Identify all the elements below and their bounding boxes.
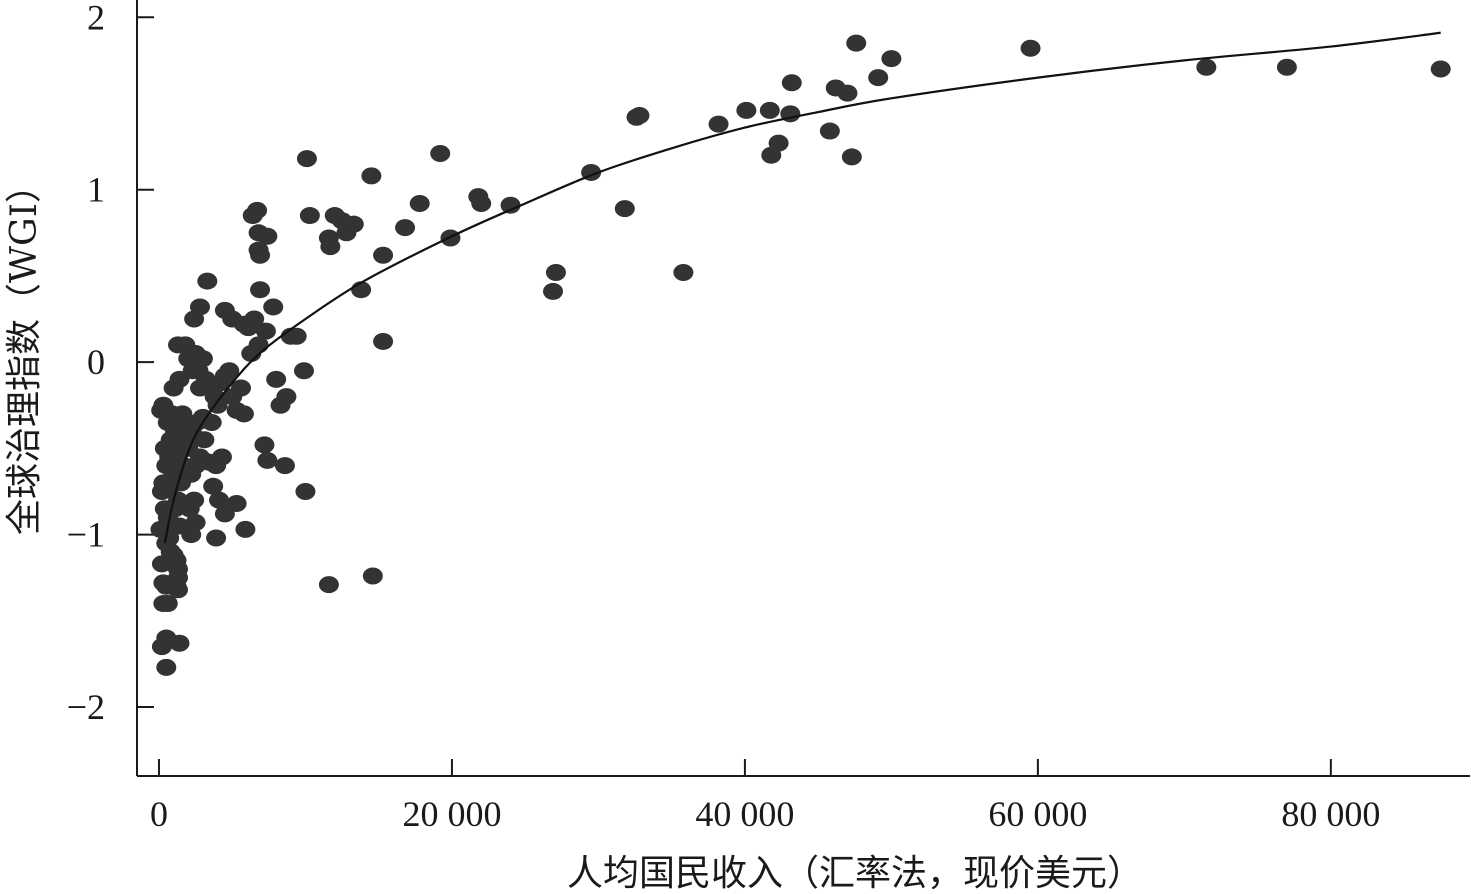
scatter-point [276, 388, 297, 406]
scatter-point [181, 526, 202, 544]
scatter-point [226, 495, 247, 513]
y-tick-label: 0 [87, 342, 105, 382]
scatter-point [151, 638, 172, 656]
scatter-point [846, 34, 867, 52]
scatter-point [708, 115, 729, 133]
scatter-point [296, 150, 317, 168]
scatter-point [286, 327, 307, 345]
scatter-point [247, 201, 268, 219]
scatter-point [248, 336, 269, 354]
fitted-trend-curve [163, 31, 1441, 544]
x-tick-label: 0 [150, 794, 168, 834]
scatter-point [209, 491, 230, 509]
scatter-point [250, 246, 271, 264]
scatter-point [166, 445, 187, 463]
scatter-point [343, 215, 364, 233]
scatter-point [759, 101, 780, 119]
scatter-point [629, 107, 650, 125]
scatter-point [189, 298, 210, 316]
scatter-point [295, 482, 316, 500]
scatter-point [257, 227, 278, 245]
axes [136, 0, 1470, 777]
x-ticks: 0 20 000 40 000 60 000 80 000 [150, 759, 1380, 834]
scatter-point [169, 634, 190, 652]
scatter-point [231, 379, 252, 397]
y-tick-label: −1 [67, 515, 105, 555]
scatter-point [172, 405, 193, 423]
scatter-point [545, 263, 566, 281]
y-tick-label: 1 [87, 170, 105, 210]
scatter-points [150, 34, 1451, 676]
scatter-point [320, 238, 341, 256]
scatter-point [881, 50, 902, 68]
scatter-point [373, 246, 394, 264]
scatter-point [250, 281, 271, 299]
scatter-point [1020, 39, 1041, 57]
scatter-point [263, 298, 284, 316]
scatter-point [841, 148, 862, 166]
scatter-point [837, 84, 858, 102]
scatter-point [254, 436, 275, 454]
scatter-point [1430, 60, 1451, 78]
x-tick-label: 60 000 [988, 794, 1087, 834]
scatter-point [673, 263, 694, 281]
scatter-point [157, 595, 178, 613]
scatter-point [219, 362, 240, 380]
scatter-point [233, 405, 254, 423]
scatter-point [768, 134, 789, 152]
x-tick-label: 40 000 [695, 794, 794, 834]
scatter-point [614, 200, 635, 218]
scatter-point [181, 465, 202, 483]
scatter-point [781, 74, 802, 92]
scatter-point [299, 207, 320, 225]
x-axis-title: 人均国民收入（汇率法，现价美元） [567, 853, 1143, 894]
scatter-point [192, 350, 213, 368]
scatter-point [156, 658, 177, 676]
scatter-point [235, 520, 256, 538]
scatter-point [203, 477, 224, 495]
scatter-point [197, 272, 218, 290]
scatter-point [430, 144, 451, 162]
x-tick-label: 80 000 [1281, 794, 1380, 834]
scatter-point [153, 574, 174, 592]
scatter-point [266, 370, 287, 388]
scatter-point [159, 529, 180, 547]
scatter-point [318, 576, 339, 594]
scatter-point [1196, 58, 1217, 76]
scatter-point [471, 194, 492, 212]
scatter-point [373, 332, 394, 350]
scatter-point [170, 419, 191, 437]
scatter-point [206, 529, 227, 547]
y-tick-label: −2 [67, 687, 105, 727]
scatter-point [868, 69, 889, 87]
scatter-point [736, 101, 757, 119]
scatter-point [500, 196, 521, 214]
scatter-point [179, 500, 200, 518]
scatter-point [361, 167, 382, 185]
scatter-point [151, 555, 172, 573]
scatter-point [819, 122, 840, 140]
scatter-point [257, 451, 278, 469]
scatter-point [543, 282, 564, 300]
scatter-point [255, 322, 276, 340]
scatter-point [1276, 58, 1297, 76]
scatter-point [293, 362, 314, 380]
scatter-point [244, 310, 265, 328]
scatter-point [274, 457, 295, 475]
x-tick-label: 20 000 [402, 794, 501, 834]
scatter-point [211, 448, 232, 466]
y-axis-title: 全球治理指数（WGI） [4, 167, 45, 535]
scatter-point [395, 219, 416, 237]
y-tick-label: 2 [87, 0, 105, 37]
scatter-point [362, 567, 383, 585]
scatter-point [409, 194, 430, 212]
y-ticks: −2 −1 0 1 2 [67, 0, 154, 727]
